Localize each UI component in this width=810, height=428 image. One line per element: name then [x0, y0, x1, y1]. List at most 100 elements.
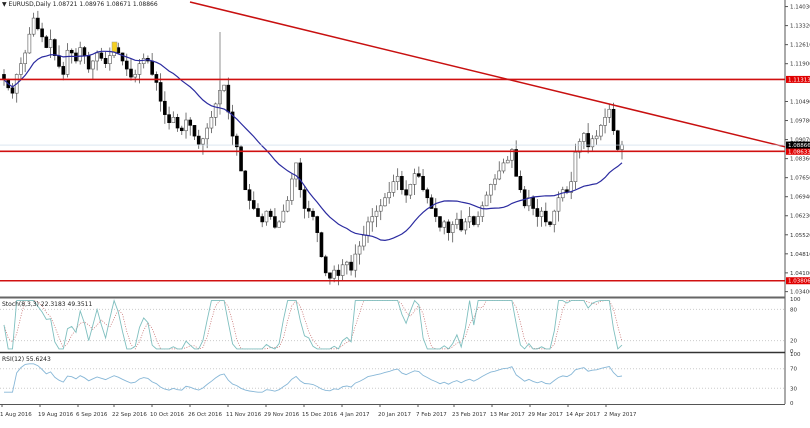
bull-candle: [353, 253, 358, 271]
rsi-line: [4, 363, 623, 393]
bear-candle: [99, 52, 104, 59]
bear-candle: [438, 216, 442, 228]
bear-candle: [154, 74, 159, 83]
price-tag-label: 1.03806: [788, 279, 810, 285]
bull-candle: [264, 210, 269, 223]
price-tick-label: 1.09780: [790, 119, 810, 125]
bear-candle: [425, 189, 430, 199]
bear-candle: [319, 232, 324, 258]
trend-line: [189, 1, 786, 148]
bear-candle: [196, 135, 201, 145]
bull-candle: [290, 178, 294, 201]
bull-candle: [23, 52, 27, 64]
bear-candle: [518, 176, 523, 191]
bear-candle: [40, 28, 44, 38]
rsi-tick-label: 30: [790, 386, 797, 392]
bull-candle: [505, 159, 510, 164]
bear-candle: [239, 146, 243, 172]
stoch-signal-line: [3, 300, 623, 350]
bear-candle: [404, 189, 408, 196]
bull-candle: [510, 149, 514, 161]
bull-candle: [374, 210, 379, 217]
bull-candle: [577, 141, 582, 153]
price-tick-label: 1.08360: [790, 157, 810, 163]
bull-candle: [340, 264, 345, 276]
bull-candle: [133, 74, 138, 78]
bull-candle: [603, 117, 607, 126]
bull-candle: [78, 47, 82, 62]
bear-candle: [311, 210, 315, 217]
bear-candle: [44, 36, 49, 48]
price-tag: [786, 147, 810, 155]
bull-candle: [213, 103, 218, 118]
bull-candle: [137, 63, 142, 75]
bull-candle: [590, 138, 595, 148]
price-tick-label: 1.04810: [790, 252, 810, 258]
stoch-tick-label: 80: [790, 307, 797, 313]
bear-candle: [230, 111, 235, 137]
bear-candle: [421, 176, 425, 191]
bear-candle: [103, 58, 108, 64]
bull-candle: [95, 52, 99, 62]
stoch-main-line: [3, 299, 623, 350]
bull-candle: [222, 84, 226, 91]
price-tick-label: 1.10490: [790, 99, 810, 105]
time-tick-label: 15 Dec 2016: [302, 412, 338, 418]
bull-candle: [209, 117, 214, 129]
bull-candle: [19, 63, 23, 75]
bear-candle: [235, 135, 239, 148]
stoch-tick-label: 20: [790, 339, 797, 345]
bull-candle: [488, 184, 493, 196]
bear-candle: [586, 133, 590, 148]
price-tick-label: 1.09070: [790, 138, 810, 144]
bear-candle: [167, 114, 171, 123]
price-tag: [786, 277, 810, 285]
bear-candle: [328, 272, 332, 279]
bear-candle: [417, 173, 421, 177]
bull-candle: [332, 269, 336, 279]
bear-candle: [273, 216, 277, 228]
price-tag-label: 1.08633: [788, 149, 810, 155]
bear-candle: [323, 256, 328, 274]
rsi-tick-label: 100: [790, 352, 801, 358]
bear-candle: [10, 87, 15, 94]
bull-candle: [573, 151, 578, 182]
bull-candle: [569, 181, 574, 193]
bear-candle: [36, 17, 40, 30]
bear-candle: [548, 221, 552, 225]
bull-candle: [65, 49, 70, 75]
bear-candle: [429, 197, 434, 209]
price-tick-label: 1.07650: [790, 176, 810, 182]
price-tick-label: 1.14030: [790, 5, 810, 11]
time-tick-label: 29 Nov 2016: [264, 412, 300, 418]
highlight-marker: [111, 41, 118, 53]
time-tick-label: 1 Aug 2016: [0, 412, 32, 418]
bear-candle: [522, 189, 527, 207]
time-tick-label: 6 Sep 2016: [76, 412, 108, 418]
bull-candle: [539, 210, 544, 217]
bear-candle: [247, 189, 252, 201]
bear-candle: [433, 208, 438, 217]
bull-candle: [480, 205, 485, 217]
rsi-tick-label: 0: [790, 401, 794, 407]
bull-candle: [442, 221, 447, 228]
time-tick-label: 26 Oct 2016: [188, 412, 223, 418]
bear-candle: [256, 208, 260, 217]
price-tick-label: 1.06230: [790, 214, 810, 220]
price-tag: [786, 75, 810, 83]
bear-candle: [400, 176, 404, 191]
bull-candle: [357, 245, 362, 255]
price-tick-label: 1.11900: [790, 62, 810, 68]
bear-candle: [69, 49, 74, 54]
time-tick-label: 14 Apr 2017: [566, 412, 601, 418]
time-tick-label: 29 Mar 2017: [528, 412, 563, 418]
bull-candle: [556, 197, 561, 212]
time-tick-label: 7 Feb 2017: [416, 412, 447, 418]
bear-candle: [260, 216, 265, 223]
bull-candle: [501, 162, 506, 172]
bull-candle: [31, 17, 36, 35]
bear-candle: [57, 55, 61, 67]
time-tick-label: 13 Mar 2017: [490, 412, 525, 418]
